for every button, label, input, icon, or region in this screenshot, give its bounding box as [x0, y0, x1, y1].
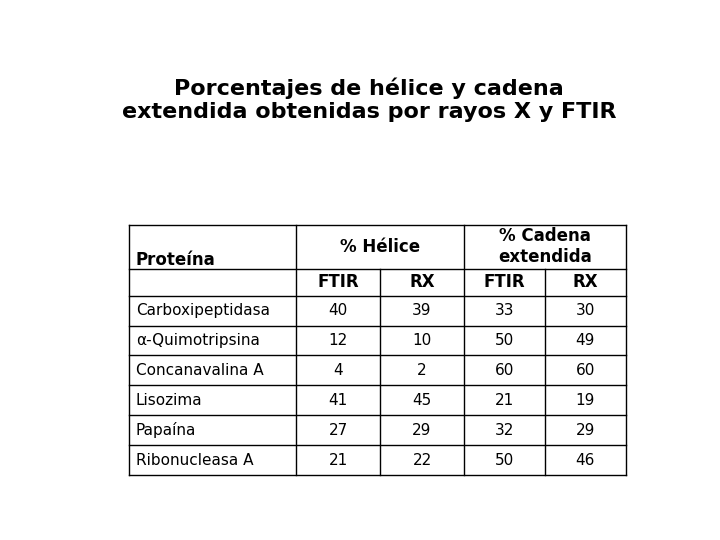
Text: 21: 21 [329, 453, 348, 468]
Text: 50: 50 [495, 333, 514, 348]
Text: Ribonucleasa A: Ribonucleasa A [136, 453, 253, 468]
Text: 39: 39 [413, 303, 432, 318]
Text: FTIR: FTIR [318, 273, 359, 291]
Text: 21: 21 [495, 393, 514, 408]
Text: 29: 29 [413, 423, 432, 438]
Text: 33: 33 [495, 303, 514, 318]
Text: Concanavalina A: Concanavalina A [136, 363, 264, 378]
Text: Proteína: Proteína [136, 251, 215, 269]
Text: 50: 50 [495, 453, 514, 468]
Text: 27: 27 [329, 423, 348, 438]
Text: 60: 60 [575, 363, 595, 378]
Text: % Cadena
extendida: % Cadena extendida [498, 227, 592, 266]
Text: 22: 22 [413, 453, 431, 468]
Text: FTIR: FTIR [484, 273, 525, 291]
Text: 19: 19 [575, 393, 595, 408]
Text: Papaína: Papaína [136, 422, 196, 438]
Text: 60: 60 [495, 363, 514, 378]
Text: 45: 45 [413, 393, 431, 408]
Text: 29: 29 [575, 423, 595, 438]
Text: 10: 10 [413, 333, 431, 348]
Text: Porcentajes de hélice y cadena
extendida obtenidas por rayos X y FTIR: Porcentajes de hélice y cadena extendida… [122, 77, 616, 122]
Text: 2: 2 [417, 363, 427, 378]
Text: RX: RX [409, 273, 435, 291]
Text: 30: 30 [575, 303, 595, 318]
Text: 40: 40 [329, 303, 348, 318]
Text: 32: 32 [495, 423, 514, 438]
Text: α-Quimotripsina: α-Quimotripsina [136, 333, 260, 348]
Text: 49: 49 [575, 333, 595, 348]
Text: Lisozima: Lisozima [136, 393, 202, 408]
Text: 4: 4 [333, 363, 343, 378]
Text: 46: 46 [575, 453, 595, 468]
Text: 41: 41 [329, 393, 348, 408]
Text: % Hélice: % Hélice [340, 238, 420, 256]
Text: RX: RX [572, 273, 598, 291]
Text: Carboxipeptidasa: Carboxipeptidasa [136, 303, 270, 318]
Text: 12: 12 [329, 333, 348, 348]
